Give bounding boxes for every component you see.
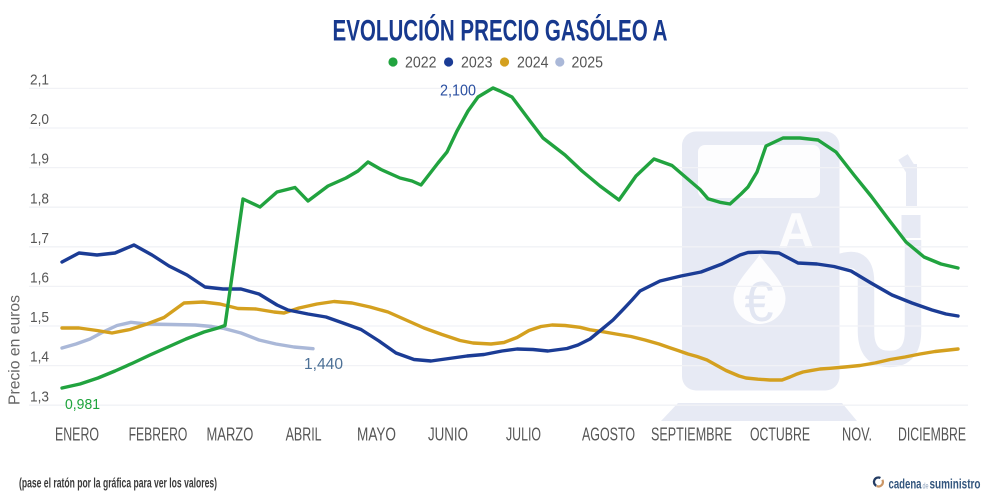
svg-text:ENERO: ENERO: [55, 423, 99, 444]
svg-text:MAYO: MAYO: [357, 423, 396, 444]
svg-text:2024: 2024: [517, 55, 549, 72]
svg-text:(pase el ratón por la gráfica: (pase el ratón por la gráfica para ver l…: [19, 476, 217, 491]
svg-text:cadena: cadena: [889, 475, 922, 491]
svg-text:EVOLUCIÓN PRECIO GASÓLEO A: EVOLUCIÓN PRECIO GASÓLEO A: [333, 14, 668, 48]
svg-text:2,0: 2,0: [30, 111, 49, 128]
svg-text:2023: 2023: [461, 55, 493, 72]
svg-text:A: A: [778, 203, 814, 259]
svg-text:0,981: 0,981: [65, 396, 100, 413]
svg-text:1,4: 1,4: [30, 349, 49, 366]
svg-text:JULIO: JULIO: [506, 423, 541, 444]
svg-text:1,440: 1,440: [304, 356, 343, 373]
svg-text:MARZO: MARZO: [207, 423, 254, 444]
svg-text:suministro: suministro: [930, 475, 981, 491]
svg-text:AGOSTO: AGOSTO: [582, 423, 635, 444]
svg-text:1,5: 1,5: [30, 309, 49, 326]
svg-text:DICIEMBRE: DICIEMBRE: [898, 423, 966, 444]
svg-text:JUNIO: JUNIO: [428, 423, 468, 444]
svg-text:2025: 2025: [572, 55, 604, 72]
svg-text:1,6: 1,6: [30, 270, 49, 287]
svg-text:1,9: 1,9: [30, 151, 49, 168]
svg-text:de: de: [923, 481, 929, 490]
svg-text:1,3: 1,3: [30, 388, 49, 405]
svg-text:NOV.: NOV.: [842, 423, 872, 444]
svg-text:SEPTIEMBRE: SEPTIEMBRE: [651, 423, 732, 444]
svg-text:1,7: 1,7: [30, 230, 49, 247]
svg-text:2022: 2022: [405, 55, 437, 72]
svg-text:Precio en euros: Precio en euros: [7, 295, 24, 405]
svg-text:FEBRERO: FEBRERO: [129, 423, 188, 444]
svg-text:1,8: 1,8: [30, 190, 49, 207]
svg-text:ABRIL: ABRIL: [286, 423, 322, 444]
svg-text:2,1: 2,1: [30, 72, 49, 89]
svg-text:€: €: [745, 270, 774, 334]
svg-text:OCTUBRE: OCTUBRE: [750, 423, 810, 444]
svg-text:2,100: 2,100: [440, 83, 476, 100]
